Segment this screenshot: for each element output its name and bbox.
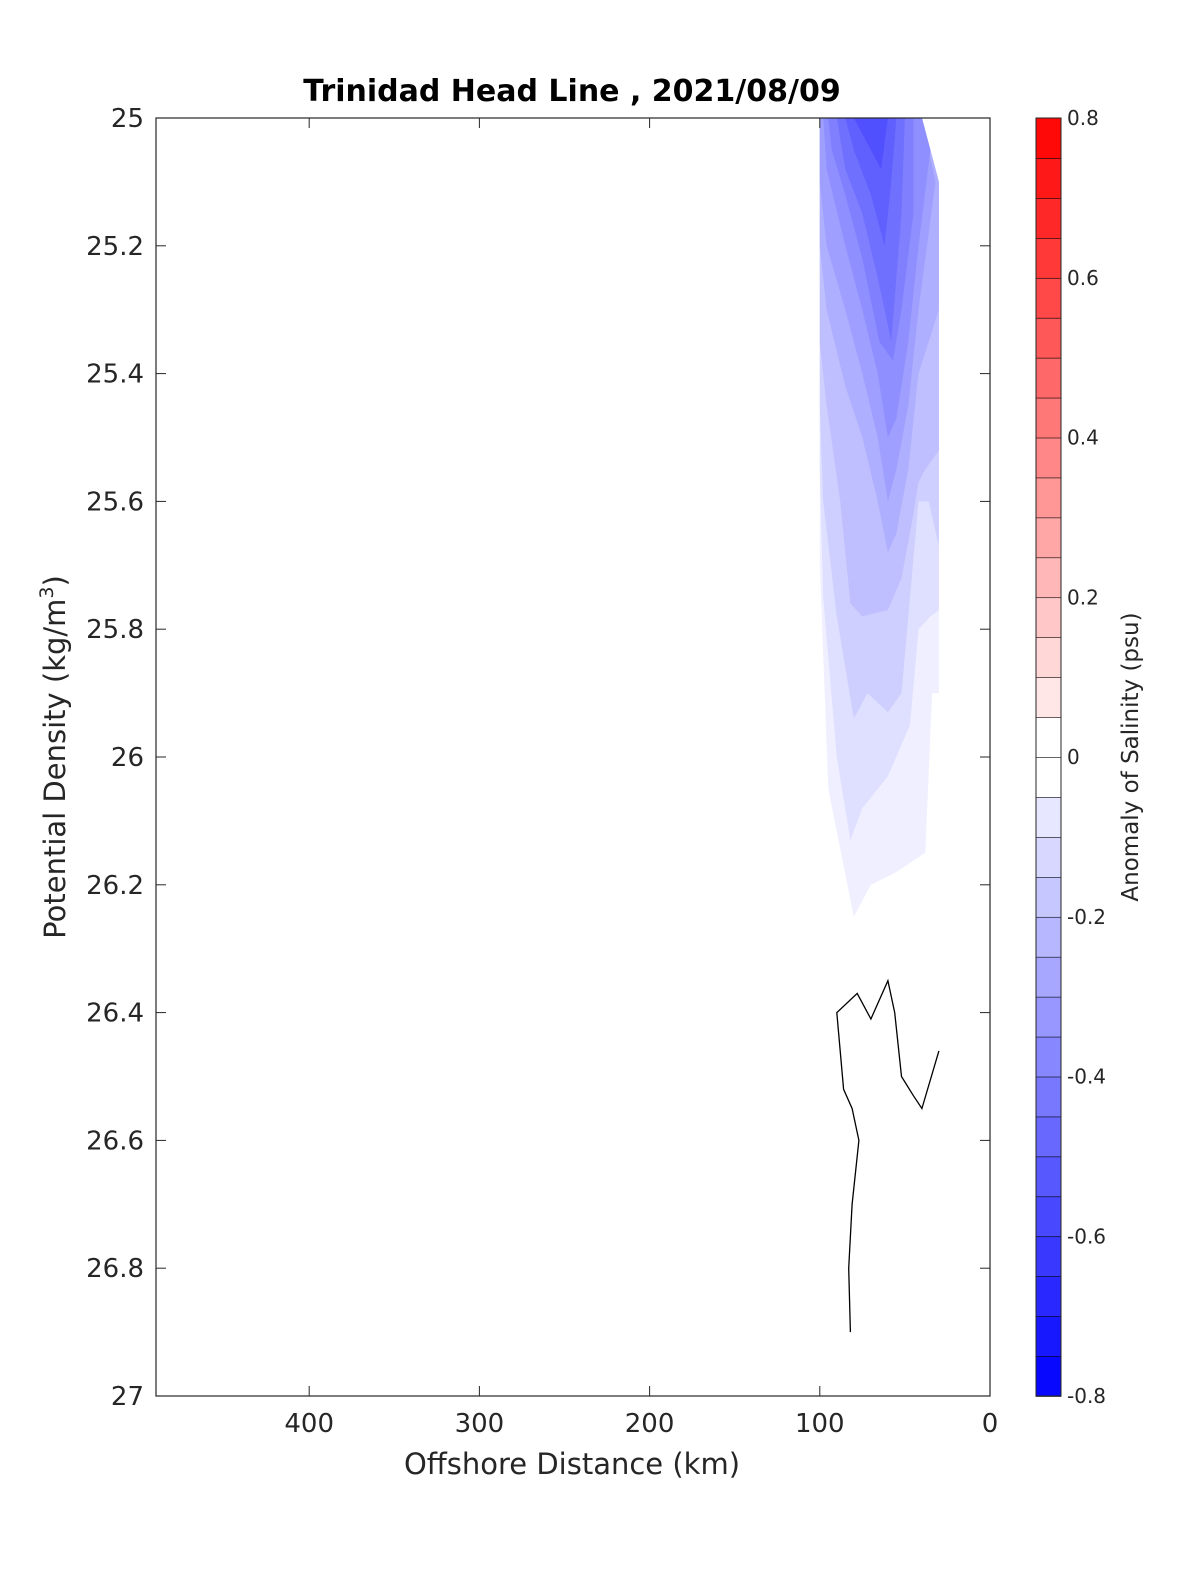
colorbar-tick-label: -0.8 (1067, 1384, 1106, 1408)
colorbar-bin (1035, 1076, 1062, 1118)
colorbar-bin (1035, 676, 1062, 718)
y-tick-label: 26.4 (86, 999, 144, 1029)
colorbar-bin (1035, 1315, 1062, 1357)
colorbar-bin (1035, 916, 1062, 958)
colorbar-tick-label: 0.6 (1067, 266, 1099, 290)
contour-fill-group (819, 118, 939, 917)
colorbar-tick-label: 0.2 (1067, 585, 1099, 609)
y-tick-label: 26 (111, 743, 144, 773)
x-tick-label: 400 (284, 1409, 334, 1439)
x-tick-label: 0 (982, 1409, 999, 1439)
zero-contour-line-group (836, 978, 940, 1333)
colorbar-bin (1035, 1196, 1062, 1238)
y-tick-label: 25.2 (86, 232, 144, 262)
y-tick-label: 27 (111, 1382, 144, 1412)
colorbar-bin (1035, 996, 1062, 1038)
colorbar-bin (1035, 357, 1062, 399)
colorbar-bin (1035, 1235, 1062, 1277)
zero-contour-line (836, 978, 940, 1333)
x-tick-label: 100 (795, 1409, 845, 1439)
colorbar-bin (1035, 397, 1062, 439)
colorbar-bin (1035, 437, 1062, 479)
contour-fill-10 (853, 118, 888, 170)
colorbar-bin (1035, 796, 1062, 838)
y-axis-ticks: 25 25.2 25.4 25.6 25.8 26 26.2 26.4 26.6 26.8 27 (86, 104, 990, 1412)
colorbar-bin (1035, 716, 1062, 758)
x-axis-ticks: 400 300 200 100 0 (284, 118, 998, 1439)
y-tick-label: 25.6 (86, 487, 144, 517)
colorbar-bin (1035, 517, 1062, 559)
colorbar-ticks: 0.8 0.6 0.4 0.2 0 -0.2 -0.4 -0.6 -0.8 (1067, 106, 1106, 1408)
colorbar-tick-label: -0.4 (1067, 1065, 1106, 1089)
colorbar-tick-label: 0 (1067, 745, 1080, 769)
y-tick-label: 26.2 (86, 871, 144, 901)
colorbar-bin (1035, 157, 1062, 199)
colorbar-bin (1035, 317, 1062, 359)
y-axis-label-text: Potential Density (kg/m (38, 599, 72, 939)
y-axis-label-close: ) (38, 575, 72, 586)
y-tick-label: 26.8 (86, 1254, 144, 1284)
colorbar-bin (1035, 117, 1062, 159)
colorbar-bin (1035, 1116, 1062, 1158)
colorbar-bin (1035, 197, 1062, 239)
colorbar-bin (1035, 557, 1062, 599)
colorbar-tick-label: -0.6 (1067, 1224, 1106, 1248)
colorbar-bin (1035, 836, 1062, 878)
x-axis-label: Offshore Distance (km) (404, 1447, 740, 1481)
colorbar-bin (1035, 1275, 1062, 1317)
x-tick-label: 300 (455, 1409, 505, 1439)
y-tick-label: 25.8 (86, 615, 144, 645)
x-tick-label: 200 (625, 1409, 675, 1439)
colorbar-bin (1035, 237, 1062, 279)
y-tick-label: 25 (111, 104, 144, 134)
y-tick-label: 26.6 (86, 1126, 144, 1156)
y-axis-label: Potential Density (kg/m3) (36, 575, 72, 939)
chart-title: Trinidad Head Line , 2021/08/09 (303, 74, 840, 109)
colorbar-bin (1035, 956, 1062, 998)
colorbar-bin (1035, 1036, 1062, 1078)
colorbar-bin (1035, 277, 1062, 319)
colorbar-bin (1035, 756, 1062, 798)
colorbar-tick-label: -0.2 (1067, 905, 1106, 929)
colorbar-bin (1035, 876, 1062, 918)
y-tick-label: 25.4 (86, 360, 144, 390)
colorbar-bin (1035, 596, 1062, 638)
colorbar-tick-label: 0.4 (1067, 426, 1099, 450)
colorbar-tick-label: 0.8 (1067, 106, 1099, 130)
y-axis-label-superscript: 3 (36, 586, 58, 598)
colorbar-bin (1035, 1355, 1062, 1397)
colorbar-frame (1035, 117, 1062, 1397)
colorbar-bin (1035, 1156, 1062, 1198)
colorbar-bin (1035, 477, 1062, 519)
colorbar-bin (1035, 636, 1062, 678)
colorbar-label: Anomaly of Salinity (psu) (1118, 612, 1144, 901)
colorbar (1035, 117, 1062, 1397)
